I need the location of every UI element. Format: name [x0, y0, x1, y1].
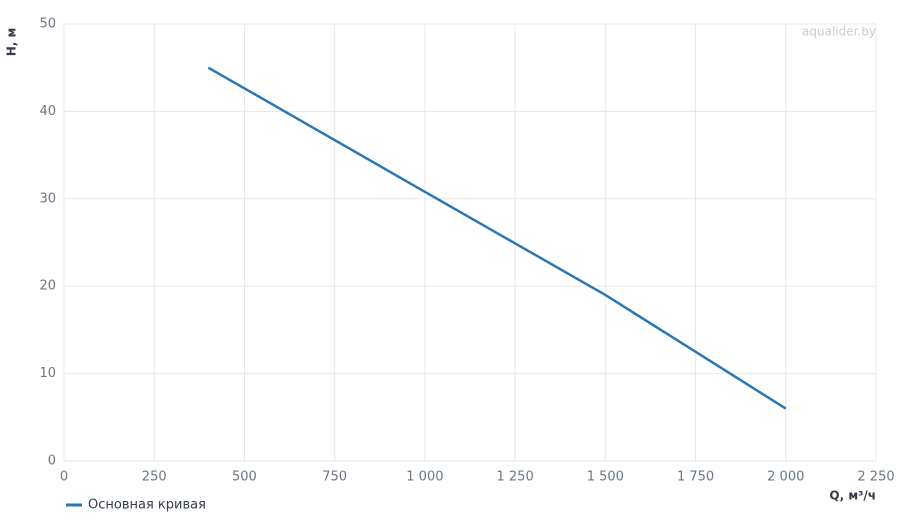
x-tick-label: 1 250	[497, 470, 534, 485]
y-tick-label: 10	[39, 366, 56, 381]
y-tick-label: 50	[39, 17, 56, 32]
x-tick-label: 1 000	[406, 470, 443, 485]
x-axis-label: Q, м³/ч	[829, 489, 876, 503]
y-tick-label: 40	[39, 104, 56, 119]
x-tick-label: 2 000	[767, 470, 804, 485]
y-tick-label: 20	[39, 279, 56, 294]
x-tick-label: 1 750	[677, 470, 714, 485]
x-tick-label: 500	[232, 470, 257, 485]
y-tick-label: 30	[39, 191, 56, 206]
legend-label: Основная кривая	[88, 498, 206, 513]
y-axis-label: H, м	[5, 28, 19, 57]
x-tick-label: 750	[322, 470, 347, 485]
x-tick-label: 1 500	[587, 470, 624, 485]
x-tick-label: 0	[60, 470, 68, 485]
line-series	[207, 66, 787, 410]
watermark: aqualider.by	[802, 25, 876, 39]
x-tick-label: 250	[142, 470, 167, 485]
x-tick-label: 2 250	[857, 470, 894, 485]
y-tick-label: 0	[48, 454, 56, 469]
